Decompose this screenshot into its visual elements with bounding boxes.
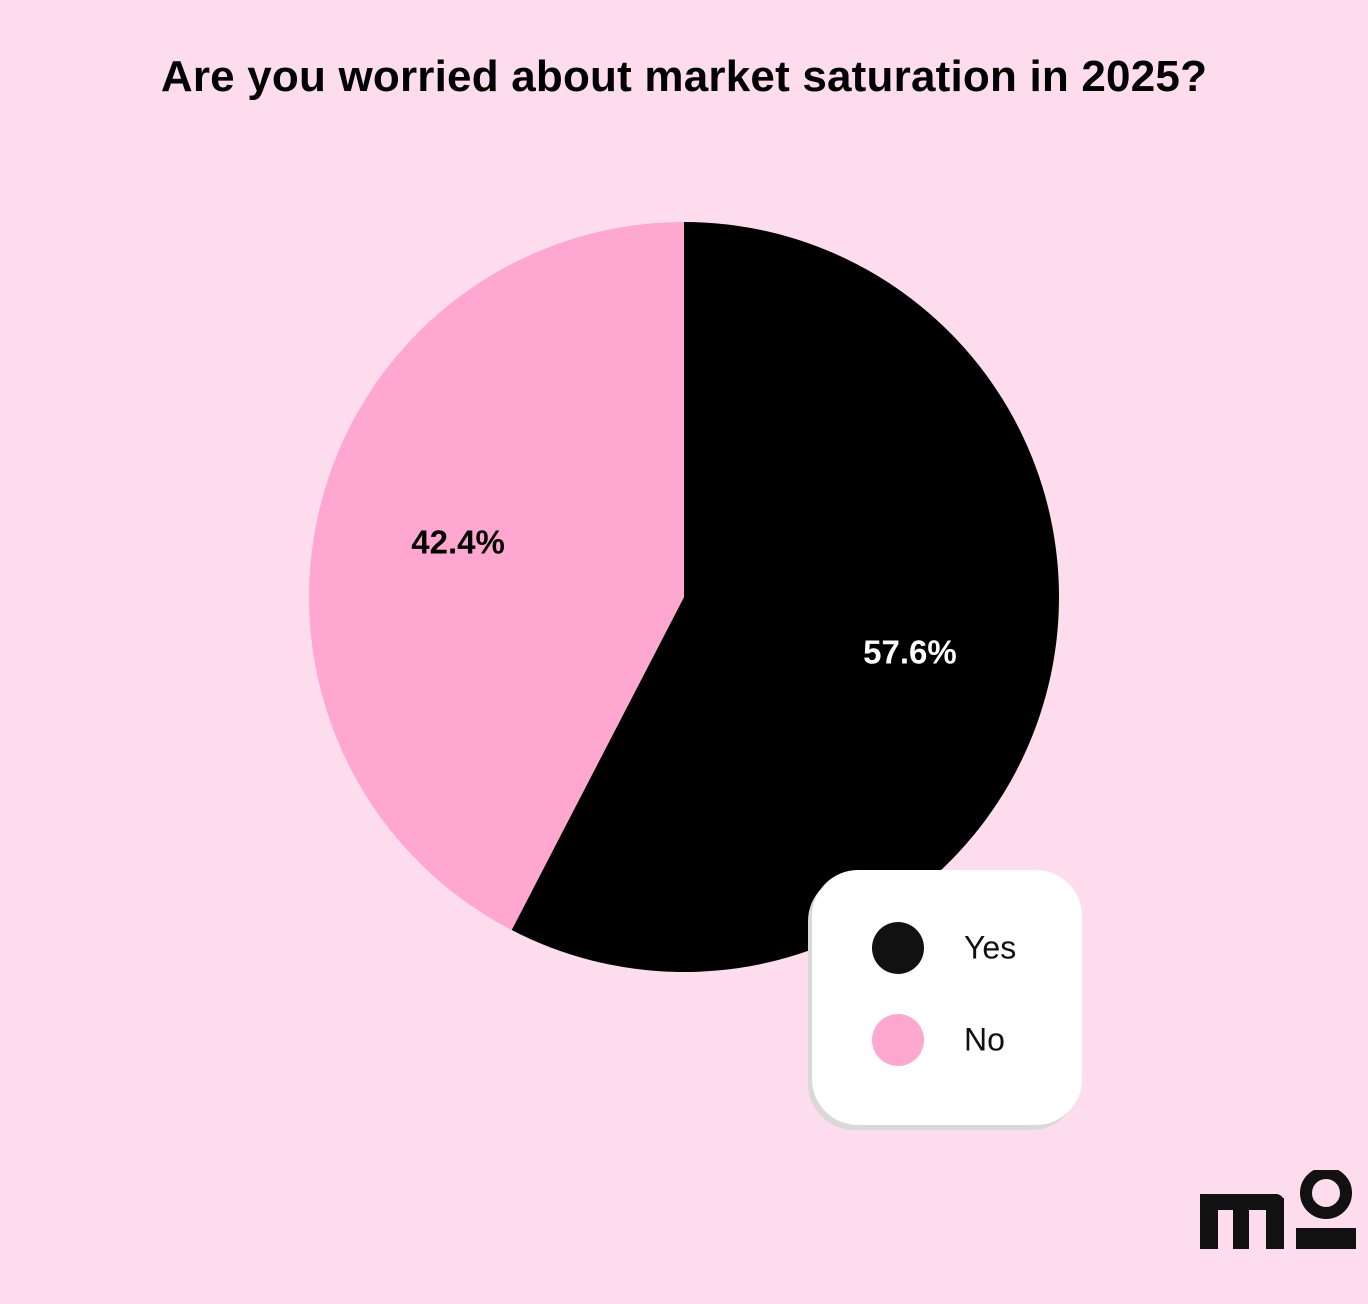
chart-legend: Yes No — [812, 870, 1082, 1125]
legend-label-yes: Yes — [964, 929, 1017, 966]
legend-swatch-yes — [872, 922, 924, 974]
mo-logo-icon — [1200, 1170, 1356, 1249]
pie-slice-no — [309, 222, 684, 931]
slice-label-no: 42.4% — [411, 524, 505, 561]
legend-item-yes: Yes — [872, 922, 1016, 974]
slice-label-yes: 57.6% — [863, 633, 957, 670]
chart-title: Are you worried about market saturation … — [160, 52, 1208, 101]
legend-label-no: No — [964, 1021, 1005, 1058]
legend-swatch-no — [872, 1014, 924, 1066]
legend-item-no: No — [872, 1014, 1005, 1066]
pie-slice-yes — [511, 222, 1059, 972]
